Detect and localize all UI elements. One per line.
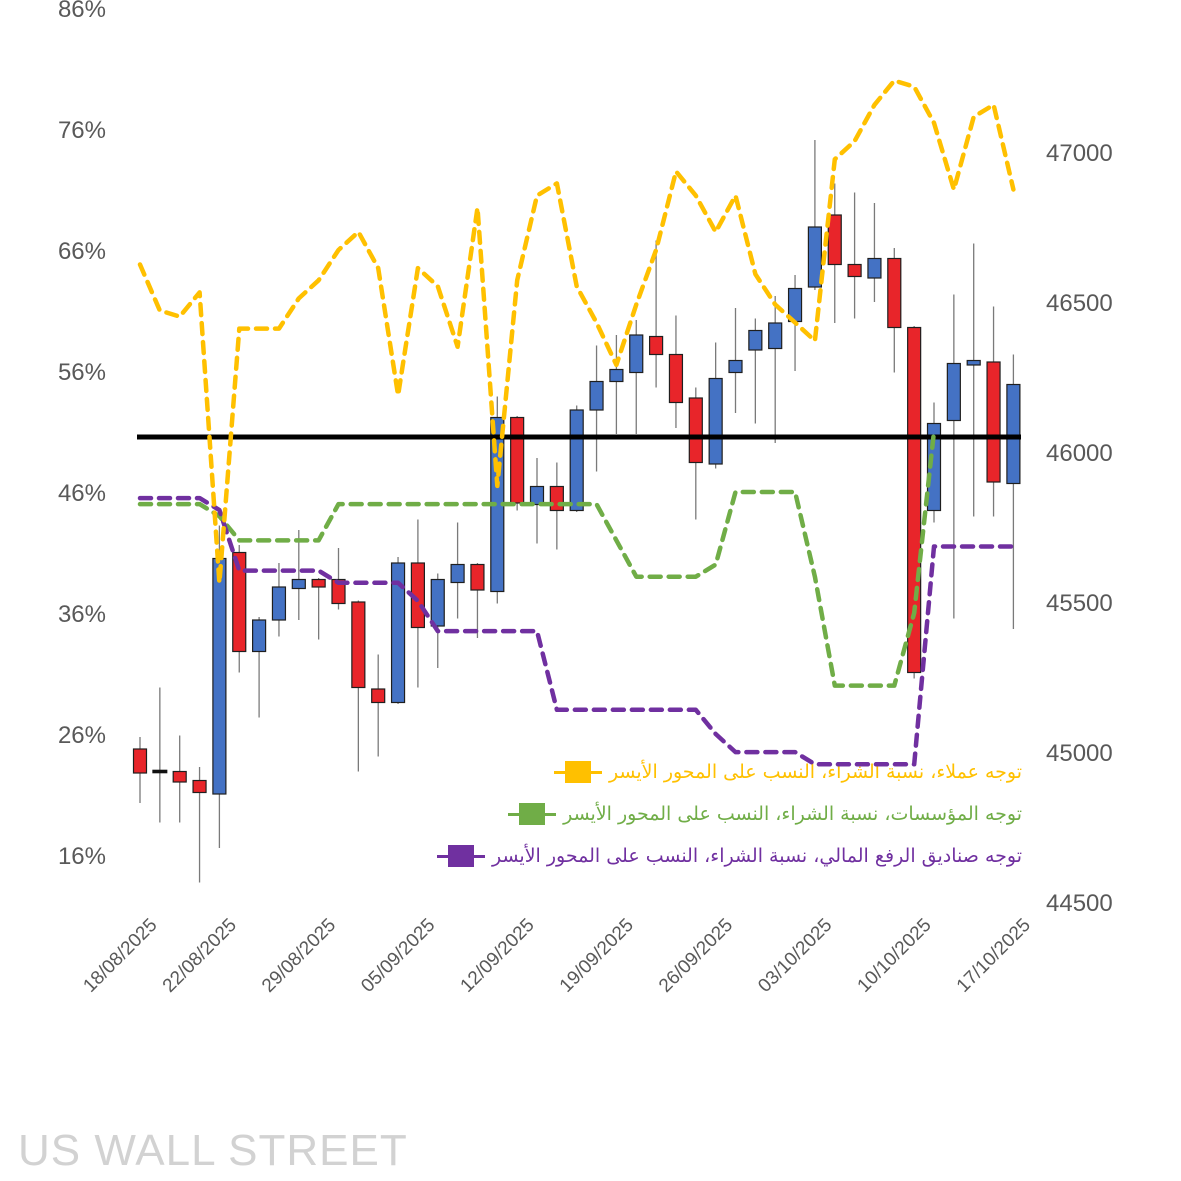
legend-item-institutions[interactable]: توجه المؤسسات، نسبة الشراء، النسب على ال…: [508, 801, 1022, 827]
legend-label-leveraged-funds: توجه صناديق الرفع المالي، نسبة الشراء، ا…: [491, 845, 1022, 867]
left-axis-tick-label: 56%: [58, 359, 106, 386]
x-axis-date-label: 18/08/2025: [79, 915, 161, 997]
legend-item-clients[interactable]: توجه عملاء، نسبة الشراء، النسب على المحو…: [553, 759, 1022, 785]
x-axis-date-label: 19/09/2025: [556, 915, 638, 997]
right-axis-tick-label: 46000: [1046, 440, 1113, 467]
right-axis-tick-label: 46500: [1046, 290, 1113, 317]
candle-body-down: [668, 353, 684, 404]
x-axis-date-label: 29/08/2025: [258, 915, 340, 997]
legend-marker-leveraged-funds-icon: [436, 845, 485, 867]
leveraged-funds-buy-pct-line: [137, 495, 1016, 767]
candle-body-up: [629, 334, 644, 374]
candle-body-down: [510, 416, 525, 504]
page-title: US WALL STREET: [18, 1126, 408, 1175]
chart-legend: توجه عملاء، نسبة الشراء، النسب على المحو…: [436, 759, 1022, 869]
candle-body-down: [132, 748, 148, 774]
candle-body-down: [172, 770, 187, 783]
candle-body-up: [946, 362, 961, 422]
candle-body-up: [807, 226, 823, 288]
x-axis-date-label: 22/08/2025: [159, 915, 241, 997]
candle-body-up: [748, 329, 763, 351]
left-axis-tick-label: 16%: [58, 843, 106, 870]
right-axis-tick-label: 45500: [1046, 590, 1113, 617]
candle-body-down: [887, 257, 902, 329]
candle-body-down: [648, 335, 664, 356]
candle-body-up: [430, 578, 445, 627]
candle-body-down: [232, 551, 247, 653]
left-axis-tick-label: 46%: [58, 480, 106, 507]
left-axis-tick-label: 76%: [58, 117, 106, 144]
candle-body-down: [827, 214, 842, 266]
legend-item-leveraged-funds[interactable]: توجه صناديق الرفع المالي، نسبة الشراء، ا…: [436, 843, 1022, 869]
candle-body-up: [529, 485, 545, 506]
candle-body-up: [252, 619, 267, 653]
x-axis-date-label: 26/09/2025: [655, 915, 737, 997]
institutions-buy-pct-line: [137, 429, 937, 688]
clients-buy-pct-line: [137, 78, 1016, 586]
candle-body-doji: [152, 769, 168, 774]
left-axis-tick-label: 86%: [58, 0, 106, 23]
candle-body-down: [847, 263, 862, 278]
x-axis-date-label: 03/10/2025: [754, 915, 836, 997]
candle-body-down: [549, 485, 564, 512]
legend-label-institutions: توجه المؤسسات، نسبة الشراء، النسب على ال…: [563, 803, 1022, 825]
candle-body-down: [192, 779, 207, 794]
candle-body-down: [907, 326, 922, 674]
candle-body-down: [470, 563, 485, 591]
candle-body-up: [212, 557, 227, 795]
x-axis-date-label: 05/09/2025: [357, 915, 439, 997]
x-axis-date-label: 10/10/2025: [854, 915, 936, 997]
candle-body-up: [271, 586, 287, 621]
candle-body-down: [311, 578, 326, 588]
x-axis-date-label: 17/10/2025: [953, 915, 1035, 997]
candle-body-up: [390, 562, 406, 704]
right-axis-tick-label: 45000: [1046, 740, 1113, 767]
candle-body-up: [966, 359, 981, 366]
candle-body-up: [609, 368, 624, 383]
right-axis-tick-label: 47000: [1046, 140, 1113, 167]
candle-body-down: [351, 601, 366, 689]
candle-body-up: [1006, 383, 1021, 485]
candle-body-up: [867, 257, 882, 279]
candle-body-up: [728, 359, 743, 374]
candle-body-up: [450, 563, 465, 584]
candle-body-down: [331, 578, 346, 605]
legend-marker-institutions-icon: [508, 803, 557, 825]
candle-body-up: [291, 578, 306, 590]
left-axis-tick-label: 36%: [58, 601, 106, 628]
right-axis-tick-label: 44500: [1046, 890, 1113, 917]
candle-body-up: [589, 380, 604, 411]
left-axis-tick-label: 66%: [58, 238, 106, 265]
x-axis-date-label: 12/09/2025: [457, 915, 539, 997]
legend-marker-clients-icon: [553, 761, 602, 783]
candle-body-down: [986, 361, 1001, 483]
legend-label-clients: توجه عملاء، نسبة الشراء، النسب على المحو…: [608, 761, 1022, 783]
candle-body-up: [708, 377, 723, 465]
candle-body-up: [768, 322, 783, 350]
candle-body-down: [371, 688, 386, 704]
candle-body-down: [688, 397, 703, 464]
candle-body-up: [569, 409, 584, 512]
left-axis-tick-label: 26%: [58, 722, 106, 749]
